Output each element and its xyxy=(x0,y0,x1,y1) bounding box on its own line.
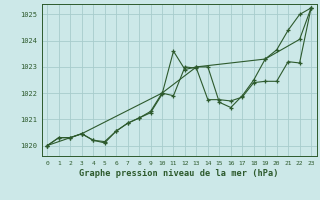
X-axis label: Graphe pression niveau de la mer (hPa): Graphe pression niveau de la mer (hPa) xyxy=(79,169,279,178)
